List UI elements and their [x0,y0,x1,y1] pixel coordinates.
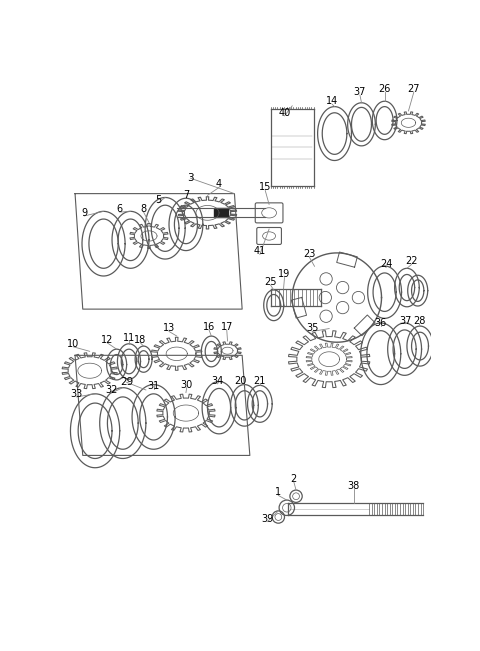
Text: 16: 16 [203,322,215,332]
Text: 21: 21 [253,376,266,386]
Text: 38: 38 [348,481,360,492]
Text: 7: 7 [183,190,189,200]
Text: 15: 15 [259,182,271,193]
Text: 3: 3 [187,173,194,183]
Text: 5: 5 [155,195,161,205]
Text: 6: 6 [117,204,123,214]
Text: 27: 27 [408,84,420,94]
Text: 30: 30 [180,380,193,389]
Text: 10: 10 [67,339,80,349]
Text: 2: 2 [290,473,297,484]
Text: 33: 33 [71,389,83,399]
Text: 11: 11 [123,333,135,343]
Text: 36: 36 [374,318,387,328]
Text: 22: 22 [405,256,418,266]
Text: 19: 19 [278,270,290,279]
Text: 24: 24 [380,260,392,270]
Text: 14: 14 [326,96,338,106]
Text: 8: 8 [141,204,147,214]
Text: 39: 39 [262,514,274,523]
Text: 40: 40 [278,108,290,118]
Text: 23: 23 [303,249,315,258]
Text: 29: 29 [120,378,133,387]
Text: 26: 26 [378,84,391,94]
Text: 17: 17 [221,322,233,332]
Text: 12: 12 [101,335,114,345]
Text: 1: 1 [275,488,281,497]
Text: 28: 28 [413,316,425,326]
Text: 41: 41 [254,246,266,256]
Text: 4: 4 [216,180,222,189]
Text: 9: 9 [81,208,87,218]
Text: 35: 35 [306,324,318,333]
Text: 34: 34 [211,376,224,386]
Text: 13: 13 [163,324,175,333]
Text: 18: 18 [134,335,146,345]
Bar [214,208,228,217]
Text: 20: 20 [234,376,247,386]
Text: 25: 25 [264,277,277,287]
Text: 32: 32 [105,385,118,395]
Text: 37: 37 [399,316,411,326]
Text: 37: 37 [354,87,366,97]
Text: 31: 31 [147,381,160,391]
